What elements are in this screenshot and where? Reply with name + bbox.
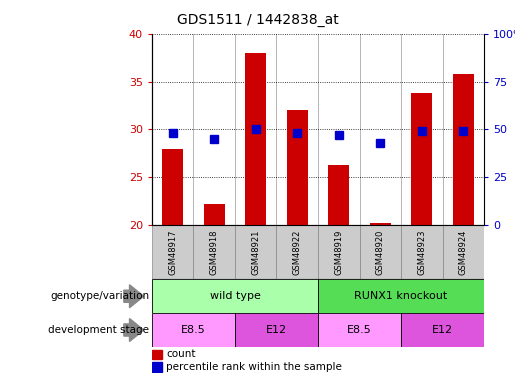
Text: GDS1511 / 1442838_at: GDS1511 / 1442838_at [177, 13, 338, 27]
Text: E12: E12 [432, 325, 453, 335]
Text: GSM48923: GSM48923 [417, 230, 426, 275]
Text: GSM48917: GSM48917 [168, 230, 177, 275]
Bar [152, 350, 162, 360]
Bar [152, 313, 235, 347]
Bar [411, 93, 432, 225]
Bar [401, 313, 484, 347]
Text: GSM48919: GSM48919 [334, 230, 344, 275]
Text: count: count [166, 350, 196, 360]
Bar [442, 225, 484, 279]
Bar [453, 74, 474, 225]
Bar [277, 225, 318, 279]
FancyArrow shape [124, 285, 144, 308]
Text: percentile rank within the sample: percentile rank within the sample [166, 362, 342, 372]
Bar [162, 148, 183, 225]
Bar [204, 204, 225, 225]
Bar [152, 279, 318, 313]
Text: genotype/variation: genotype/variation [50, 291, 149, 301]
Bar [245, 53, 266, 225]
Bar [370, 223, 391, 225]
Bar [287, 110, 307, 225]
Bar [152, 362, 162, 372]
Bar [318, 279, 484, 313]
Text: GSM48918: GSM48918 [210, 230, 219, 275]
Text: development stage: development stage [48, 325, 149, 335]
Text: wild type: wild type [210, 291, 261, 301]
Text: GSM48920: GSM48920 [376, 230, 385, 275]
Bar [401, 225, 442, 279]
Text: RUNX1 knockout: RUNX1 knockout [354, 291, 448, 301]
Bar [359, 225, 401, 279]
Text: GSM48922: GSM48922 [293, 230, 302, 275]
Text: GSM48921: GSM48921 [251, 230, 260, 275]
Bar [318, 313, 401, 347]
Text: E8.5: E8.5 [181, 325, 206, 335]
Bar [318, 225, 359, 279]
Bar [152, 225, 194, 279]
Bar [329, 165, 349, 225]
Text: GSM48924: GSM48924 [459, 230, 468, 275]
Bar [194, 225, 235, 279]
Text: E8.5: E8.5 [347, 325, 372, 335]
Text: E12: E12 [266, 325, 287, 335]
Bar [235, 313, 318, 347]
FancyArrow shape [124, 318, 144, 342]
Bar [235, 225, 277, 279]
